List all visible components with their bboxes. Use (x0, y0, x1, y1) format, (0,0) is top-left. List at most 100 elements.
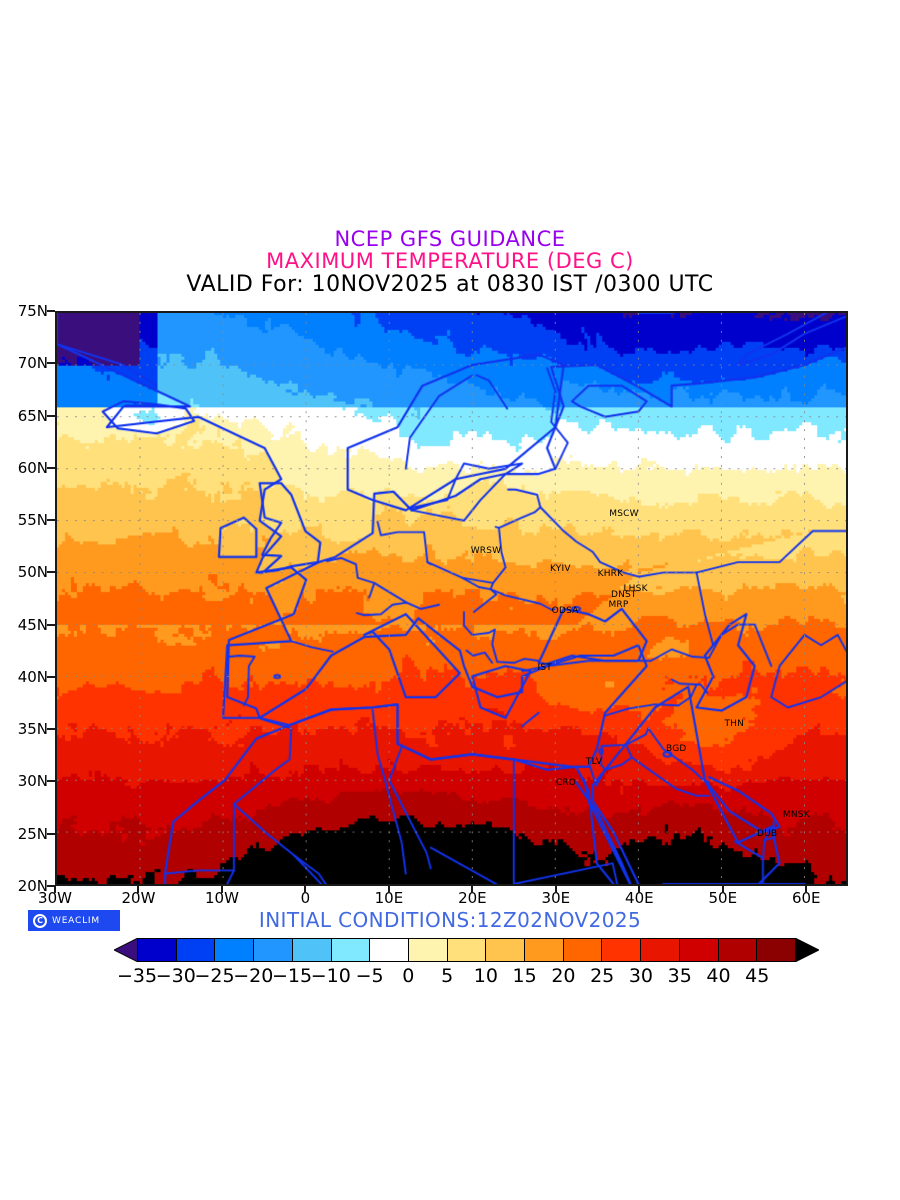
city-label: KHRK (597, 569, 624, 580)
y-axis-label: 25N (17, 824, 48, 843)
colorbar-tick-label: −20 (233, 965, 274, 987)
weaclim-logo: C WEACLIM (28, 910, 120, 931)
y-axis-tick (47, 519, 55, 522)
y-axis-label: 55N (17, 511, 48, 530)
colorbar-swatch (137, 938, 176, 962)
y-axis-label: 65N (17, 406, 48, 425)
y-axis-label: 60N (17, 458, 48, 477)
title-model: NCEP GFS GUIDANCE (334, 227, 566, 251)
colorbar-tick-label: 0 (402, 965, 415, 987)
colorbar-tick-label: 5 (441, 965, 454, 987)
city-label: DUB (757, 828, 778, 839)
colorbar-bands (137, 938, 796, 962)
colorbar-swatch (717, 938, 757, 962)
colorbar-swatch (524, 938, 563, 962)
x-axis-tick (721, 886, 724, 893)
colorbar-tick-label: 30 (628, 965, 654, 987)
city-label: MSCW (609, 508, 639, 519)
x-axis-label: 30E (541, 889, 571, 907)
city-label: MRP (608, 599, 629, 610)
y-axis-tick (47, 885, 55, 887)
y-axis-label: 20N (17, 877, 48, 895)
colorbar-over-cap (795, 938, 819, 962)
x-axis-label: 0 (300, 889, 311, 907)
city-label: IST (537, 663, 552, 674)
colorbar-tick-label: −15 (271, 965, 313, 987)
colorbar-swatch (407, 938, 447, 962)
colorbar-swatch (640, 938, 679, 962)
colorbar-swatch (601, 938, 641, 962)
x-axis-tick (304, 886, 307, 893)
y-axis-tick (47, 310, 55, 312)
y-axis-label: 35N (17, 720, 48, 739)
x-axis-label: 60E (791, 889, 821, 907)
x-axis-tick (137, 886, 140, 893)
colorbar-swatch (175, 938, 215, 962)
y-axis-tick (47, 466, 55, 469)
x-axis-label: 10W (204, 889, 239, 907)
y-axis-label: 70N (17, 354, 48, 373)
colorbar-tick-label: 35 (667, 965, 692, 987)
city-label: CRO (555, 778, 577, 789)
x-axis-tick (471, 886, 474, 893)
x-axis-label: 20W (121, 889, 156, 907)
x-axis-label: 30W (38, 889, 72, 907)
title-parameter: MAXIMUM TEMPERATURE (DEG C) (266, 249, 634, 274)
city-label: DNST (610, 590, 637, 601)
y-axis-tick (47, 623, 55, 626)
x-axis-label: 20E (458, 889, 487, 907)
y-axis-tick (47, 832, 55, 835)
colorbar-tick-label: −35 (116, 965, 158, 987)
city-label: TLV (585, 756, 603, 767)
y-axis-label: 45N (17, 615, 48, 634)
x-axis-tick (387, 886, 390, 893)
y-axis-tick (47, 780, 55, 783)
temperature-field-canvas (57, 313, 846, 884)
colorbar-under-cap (114, 938, 138, 962)
colorbar-tick-label: −10 (310, 965, 351, 987)
colorbar-tick-label: 20 (551, 965, 576, 987)
x-axis-tick (554, 886, 557, 893)
colorbar-swatch (446, 938, 486, 962)
colorbar-swatch (330, 938, 370, 962)
y-axis-tick (47, 675, 55, 678)
colorbar-swatch (291, 938, 331, 962)
x-axis-label: 10E (374, 889, 404, 907)
y-axis-label: 75N (17, 302, 48, 320)
map-plot-area: MSCW WRSW KYIV KHRK LHSK DNST MRP ODSA IST THN BGD… (55, 311, 848, 886)
colorbar-tick-label: 10 (473, 965, 498, 987)
y-axis-tick (47, 362, 55, 365)
city-label: THN (724, 718, 745, 729)
city-label: MNSK (782, 809, 810, 820)
city-label: ODSA (551, 605, 579, 616)
city-label: RYH (685, 834, 704, 845)
copyright-circle-icon: C (33, 913, 47, 928)
x-axis-label: 40E (625, 889, 654, 907)
city-label: BGD (666, 743, 687, 754)
colorbar-swatch (756, 938, 796, 962)
title-valid-time: VALID For: 10NOV2025 at 0830 IST /0300 U… (186, 271, 714, 297)
y-axis-tick (47, 414, 55, 417)
colorbar: −35 −30 −25 −20 −15 −10 −5 0 5 10 15 20 25 30 35 40 45 (0, 938, 900, 990)
x-axis-tick (638, 886, 641, 893)
colorbar-tick-label: −30 (155, 965, 196, 987)
y-axis-label: 40N (17, 667, 48, 686)
x-axis-label: 50E (708, 889, 738, 907)
colorbar-tick-label: −25 (194, 965, 235, 987)
colorbar-tick-label: 45 (745, 965, 770, 987)
x-axis-tick (805, 886, 808, 893)
initial-conditions-label: INITIAL CONDITIONS:12Z02NOV2025 (258, 908, 642, 932)
y-axis-tick (47, 728, 55, 731)
y-axis-label: 50N (17, 563, 48, 582)
city-label: WRSW (470, 546, 502, 557)
colorbar-swatch (678, 938, 718, 962)
city-label: KYIV (550, 564, 571, 575)
colorbar-swatch (562, 938, 602, 962)
colorbar-tick-label: 25 (590, 965, 615, 987)
x-axis-tick (54, 886, 56, 893)
colorbar-tick-label: 15 (512, 965, 537, 987)
colorbar-tick-label: 40 (706, 965, 731, 987)
x-axis-tick (220, 886, 223, 893)
colorbar-swatch (214, 938, 254, 962)
colorbar-swatch (253, 938, 292, 962)
